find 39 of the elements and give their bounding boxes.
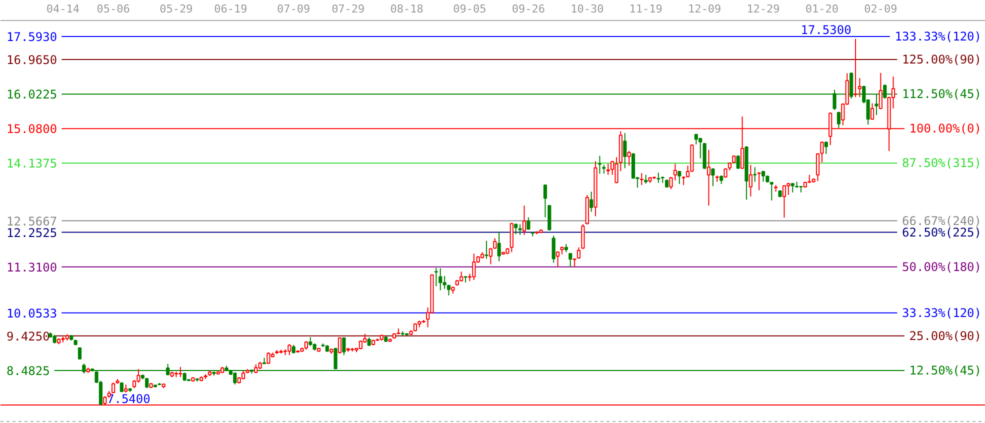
ref-line-label: 17.5930 <box>6 30 58 44</box>
ref-line-label: 12.5667 <box>6 214 58 228</box>
text: 25.00%(90) <box>909 328 982 343</box>
x-tick-label: 05-06 <box>96 2 130 16</box>
ref-line-label: 16.9650 <box>6 53 58 68</box>
ref-line-label: 16.0225 <box>6 88 58 102</box>
ref-line-label: 12.2525 <box>6 226 58 240</box>
x-tick-label: 08-18 <box>390 2 424 16</box>
annotation: 62.50%(225) <box>902 225 982 240</box>
x-tick-label: 05-29 <box>160 2 193 16</box>
x-tick-label: 09-05 <box>453 2 486 16</box>
annotation: 133.33%(120) <box>894 30 982 44</box>
ref-line-label: 11.3100 <box>6 260 58 274</box>
x-tick-label: 09-26 <box>512 2 545 16</box>
ref-line-label: 9.4250 <box>6 329 50 344</box>
ref-line-label: 15.0800 <box>6 122 58 136</box>
x-tick-label: 01-20 <box>805 2 839 16</box>
text: 12.50%(45) <box>909 363 982 378</box>
annotation: 66.67%(240) <box>902 214 982 228</box>
annotation: 125.00%(90) <box>902 52 982 67</box>
ref-line-label: 14.1375 <box>6 156 58 171</box>
annotation: 112.50%(45) <box>902 87 982 102</box>
x-tick-label: 07-09 <box>277 2 310 16</box>
text: 100.00%(0) <box>909 122 982 136</box>
annotation: 7.5400 <box>107 392 150 406</box>
x-tick-label: 12-09 <box>688 2 722 16</box>
x-tick-label: 12-29 <box>746 2 780 16</box>
x-tick-label: 10-30 <box>570 2 604 16</box>
ref-line-label: 8.4825 <box>6 364 50 378</box>
ref-line-label: 10.0533 <box>6 306 58 320</box>
x-tick-label: 06-19 <box>214 2 248 16</box>
annotation: 87.50%(315) <box>902 156 982 170</box>
x-tick-label: 04-14 <box>46 2 80 16</box>
x-tick-label: 07-29 <box>332 2 365 16</box>
annotation: 33.33%(120) <box>902 306 982 320</box>
x-tick-label: 11-19 <box>629 2 662 16</box>
annotation: 50.00%(180) <box>902 260 982 274</box>
annotation: 17.5300 <box>800 22 852 37</box>
x-tick-label: 02-09 <box>864 2 898 16</box>
